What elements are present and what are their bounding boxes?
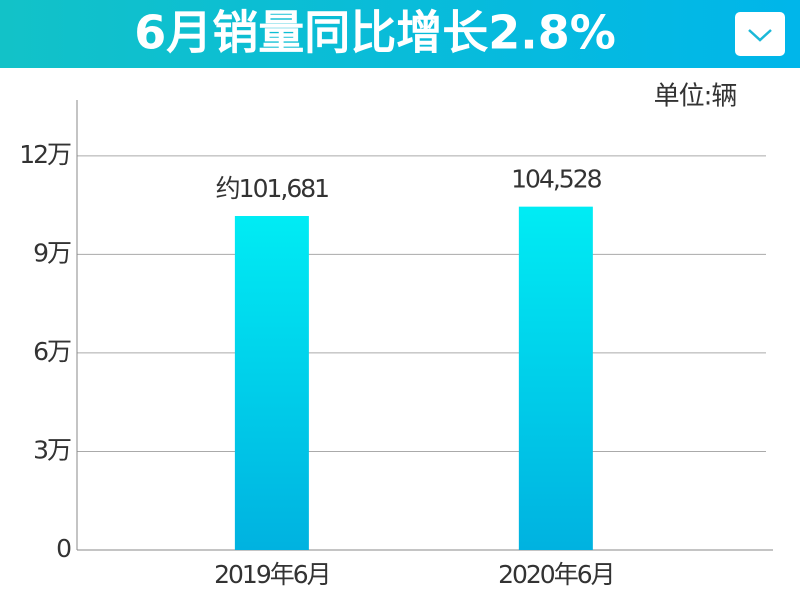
y-tick-label: 3万 — [33, 435, 71, 464]
y-tick-label: 9万 — [33, 238, 71, 267]
value-label: 104,528 — [511, 165, 601, 194]
y-tick-label: 12万 — [19, 140, 71, 169]
bar — [518, 206, 593, 550]
dropdown-button[interactable] — [735, 12, 785, 56]
bar — [234, 216, 309, 551]
page-title: 6月销量同比增长2.8% — [134, 6, 616, 60]
unit-label: 单位:辆 — [654, 82, 737, 112]
x-tick-label: 2020年6月 — [498, 560, 614, 589]
header-band — [0, 0, 800, 68]
x-tick-label: 2019年6月 — [214, 560, 330, 589]
y-tick-label: 6万 — [33, 337, 71, 366]
y-tick-label: 0 — [56, 534, 71, 563]
value-label: 约101,681 — [216, 174, 328, 203]
